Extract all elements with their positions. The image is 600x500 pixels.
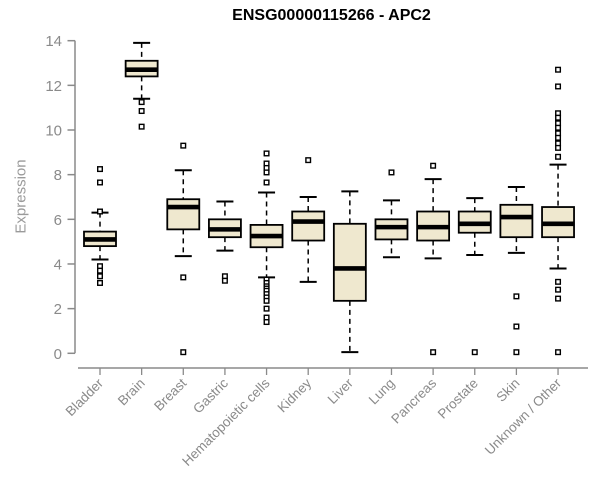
outlier-point — [180, 142, 187, 149]
outlier-point — [263, 150, 270, 157]
outlier-point — [138, 108, 145, 115]
outlier-point — [305, 157, 312, 164]
outlier-point — [180, 274, 187, 281]
box-prostate — [457, 197, 492, 356]
x-category-label: Prostate — [435, 376, 481, 422]
box-rect — [499, 203, 534, 239]
outlier-point — [555, 153, 562, 160]
outlier-point — [430, 349, 437, 356]
x-category-label: Skin — [493, 376, 522, 405]
y-tick-label: 6 — [54, 212, 62, 229]
chart-title: ENSG00000115266 - APC2 — [232, 7, 431, 24]
outlier-point — [471, 349, 478, 356]
outlier-point — [96, 166, 103, 173]
outlier-point — [388, 169, 395, 176]
box-gastric — [208, 200, 242, 284]
outlier-point — [180, 349, 187, 356]
box-breast — [166, 142, 201, 356]
outlier-point — [263, 169, 270, 176]
outlier-point — [513, 323, 520, 330]
box-kidney — [291, 157, 326, 283]
outlier-point — [263, 319, 270, 326]
y-tick-label: 12 — [45, 78, 62, 95]
outlier-point — [96, 208, 103, 215]
outlier-point — [96, 267, 103, 274]
x-category-label: Kidney — [275, 375, 315, 415]
outlier-point — [555, 295, 562, 302]
y-tick-label: 8 — [54, 167, 62, 184]
box-bladder — [83, 166, 117, 286]
outlier-point — [138, 123, 145, 130]
outlier-point — [555, 66, 562, 73]
y-tick-label: 14 — [45, 33, 62, 50]
x-category-label: Unknown / Other — [482, 375, 565, 458]
outlier-point — [430, 162, 437, 169]
outlier-point — [513, 349, 520, 356]
outlier-point — [555, 349, 562, 356]
x-category-label: Brain — [115, 376, 148, 409]
box-hematopoietic-cells — [249, 150, 284, 326]
y-tick-label: 2 — [54, 301, 62, 318]
box-liver — [332, 190, 367, 354]
y-axis: 0 2 4 6 8 10 12 14 — [45, 33, 76, 363]
outlier-point — [555, 144, 562, 151]
x-category-label: Pancreas — [388, 375, 439, 426]
y-tick-label: 0 — [54, 346, 62, 363]
x-category-label: Liver — [325, 375, 357, 407]
box-rect — [332, 222, 367, 302]
x-category-label: Breast — [151, 375, 189, 413]
outlier-point — [555, 134, 562, 141]
outlier-point — [96, 179, 103, 186]
outlier-point — [263, 179, 270, 186]
outlier-point — [555, 114, 562, 121]
outlier-point — [263, 297, 270, 304]
outlier-point — [221, 277, 228, 284]
outlier-point — [555, 83, 562, 90]
outlier-point — [555, 278, 562, 285]
outlier-point — [263, 305, 270, 312]
x-category-label: Bladder — [63, 375, 107, 419]
box-unknown-other — [541, 66, 575, 356]
box-skin — [499, 185, 534, 356]
outlier-point — [555, 286, 562, 293]
box-rect — [166, 198, 201, 231]
outlier-point — [138, 99, 145, 106]
outlier-point — [555, 124, 562, 131]
box-lung — [374, 169, 409, 259]
x-category-label: Gastric — [190, 375, 231, 416]
y-tick-label: 10 — [45, 123, 62, 140]
box-brain — [124, 41, 159, 130]
box-rect — [291, 210, 326, 242]
outlier-point — [513, 293, 520, 300]
outlier-point — [96, 273, 103, 280]
x-category-label: Lung — [366, 376, 398, 408]
outlier-point — [96, 279, 103, 286]
y-tick-label: 4 — [54, 256, 62, 273]
box-pancreas — [416, 162, 451, 356]
